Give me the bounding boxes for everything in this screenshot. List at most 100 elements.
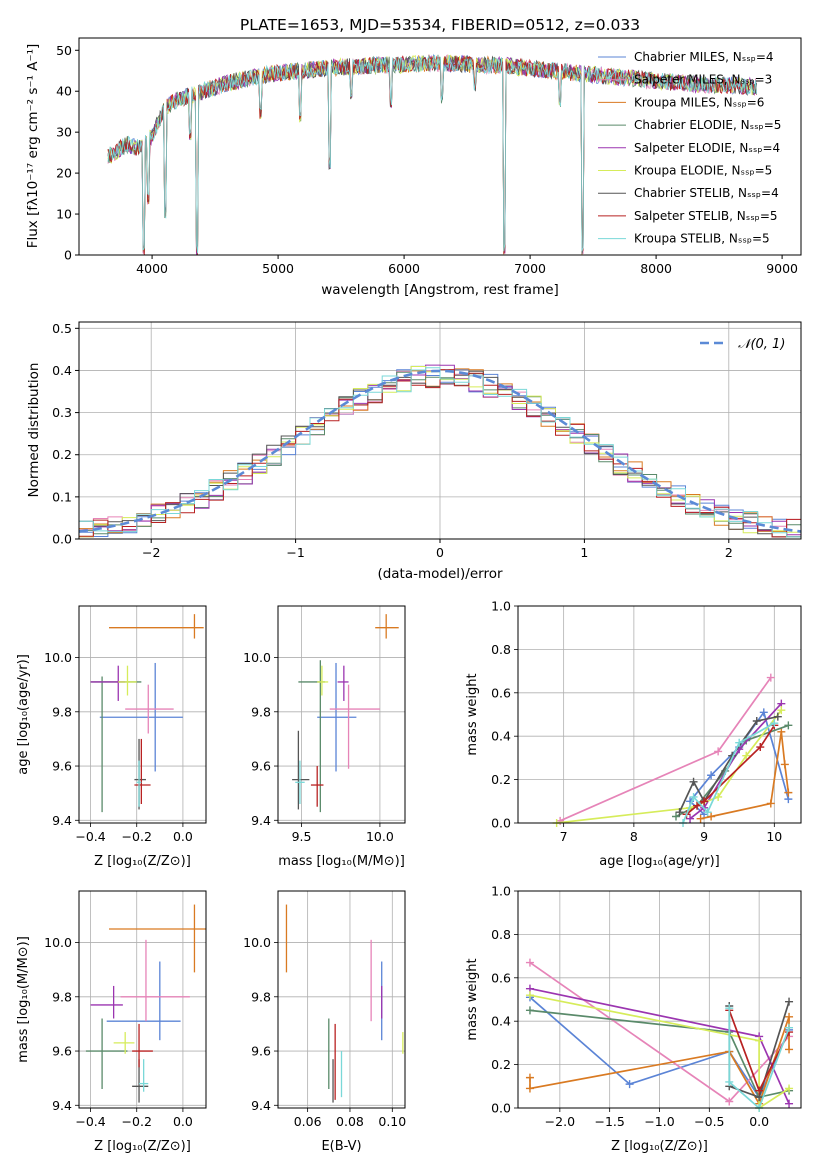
weight-point — [777, 727, 786, 736]
y-tick-label: 0.5 — [52, 321, 72, 336]
y-tick-label: 0.6 — [491, 970, 511, 985]
legend-label: Kroupa ELODIE, Nₛₛₚ=5 — [634, 164, 772, 178]
y-axis-label: age [log₁₀(age/yr)] — [16, 654, 31, 775]
weight-line — [556, 709, 782, 824]
gaussian-reference-curve — [78, 369, 802, 533]
x-tick-label: 0.06 — [294, 1114, 322, 1129]
mass-weight-vs-age-panel: 7 8 9 10 0.0 0.2 0.4 0.6 0.8 1.0 age [log₁₀(age/yr… — [465, 599, 802, 869]
ticks-group: 9.5 10.0 9.4 9.6 9.8 10.0 — [243, 650, 394, 844]
spectrum-y-label: Flux [fλ10⁻¹⁷ erg cm⁻² s⁻¹ A⁻¹] — [25, 44, 41, 249]
x-tick-label: 0 — [436, 545, 444, 560]
x-tick-label: −1.0 — [644, 1114, 674, 1129]
x-tick-label: −2 — [142, 545, 160, 560]
chart-title: PLATE=1653, MJD=53534, FIBERID=0512, z=0… — [240, 16, 640, 34]
spectrum-axes-frame — [78, 37, 802, 256]
y-tick-label: 0.0 — [491, 816, 511, 831]
weight-point — [525, 958, 534, 967]
x-axis-label: Z [log₁₀(Z/Z⊙)] — [94, 854, 191, 869]
weight-point — [755, 1086, 764, 1095]
axes-frame — [517, 890, 802, 1109]
y-tick-label: 9.4 — [251, 1098, 271, 1113]
x-tick-label: 10 — [766, 829, 782, 844]
y-tick-label: 10.0 — [243, 650, 271, 665]
y-tick-label: 9.4 — [52, 813, 72, 828]
y-tick-label: 10.0 — [243, 935, 271, 950]
spectrum-panel: PLATE=1653, MJD=53534, FIBERID=0512, z=0… — [25, 16, 802, 298]
weight-point — [752, 717, 761, 726]
y-tick-label: 0.8 — [491, 642, 511, 657]
weight-point — [766, 799, 775, 808]
ticks-group: −0.4 −0.2 0.0 9.4 9.6 9.8 10.0 — [44, 650, 193, 844]
x-tick-label: 7 — [560, 829, 568, 844]
mass-vs-Z-panel: −0.4 −0.2 0.0 9.4 9.6 9.8 10.0 Z [log₁₀(Z/Z⊙)] m… — [16, 890, 207, 1154]
marks-group — [285, 904, 404, 1103]
y-tick-label: 10 — [56, 207, 72, 222]
x-tick-label: 5000 — [262, 261, 294, 276]
weight-point — [755, 1036, 764, 1045]
y-tick-label: 9.4 — [52, 1098, 72, 1113]
y-tick-label: 9.8 — [251, 704, 271, 719]
residuals-y-label: Normed distribution — [26, 363, 42, 498]
weight-point — [725, 1097, 734, 1106]
x-tick-label: 9000 — [766, 261, 798, 276]
x-tick-label: 0.10 — [378, 1114, 406, 1129]
x-tick-label: −0.4 — [75, 1114, 105, 1129]
y-tick-label: 9.6 — [52, 759, 72, 774]
y-axis-label: mass weight — [465, 673, 480, 755]
ticks-group: 0.06 0.08 0.10 9.4 9.6 9.8 10.0 — [243, 935, 406, 1129]
weight-line — [678, 715, 778, 813]
x-tick-label: −0.5 — [694, 1114, 724, 1129]
legend-label: Salpeter STELIB, Nₛₛₚ=5 — [634, 209, 778, 223]
x-tick-label: −0.2 — [122, 1114, 152, 1129]
spectrum-x-label: wavelength [Angstrom, rest frame] — [321, 282, 559, 298]
legend-label: Kroupa STELIB, Nₛₛₚ=5 — [634, 232, 770, 246]
weight-point — [525, 1084, 534, 1093]
weight-point — [707, 812, 716, 821]
axes-frame — [277, 605, 406, 824]
legend-label: Chabrier MILES, Nₛₛₚ=4 — [634, 50, 774, 64]
x-axis-label: E(B-V) — [321, 1139, 361, 1154]
y-tick-label: 0.4 — [491, 729, 511, 744]
weight-point — [773, 712, 782, 721]
histogram-series — [79, 364, 801, 538]
marks-group — [552, 673, 793, 827]
y-tick-label: 0.2 — [491, 772, 511, 787]
weight-point — [785, 997, 794, 1006]
weight-point — [525, 1073, 534, 1082]
weight-point — [625, 1080, 634, 1089]
x-axis-label: mass [log₁₀(M/M⊙)] — [278, 854, 405, 869]
weight-point — [686, 814, 695, 823]
x-tick-label: 0.08 — [336, 1114, 364, 1129]
y-tick-label: 50 — [56, 43, 72, 58]
weight-point — [700, 797, 709, 806]
spectrum-line — [107, 55, 585, 256]
age-vs-mass-panel: 9.5 10.0 9.4 9.6 9.8 10.0 mass [log₁₀(M/M⊙)] — [243, 605, 406, 869]
legend-label: Chabrier STELIB, Nₛₛₚ=4 — [634, 186, 779, 200]
x-tick-label: 8 — [630, 829, 638, 844]
residuals-panel: −2 −1 0 1 2 0.0 0.1 0.2 0.3 0.4 0.5 (data-model)/e… — [26, 321, 802, 582]
y-tick-label: 40 — [56, 84, 72, 99]
x-tick-label: 0.0 — [749, 1114, 769, 1129]
weight-line — [685, 724, 776, 815]
weight-point — [784, 721, 793, 730]
x-tick-label: 6000 — [388, 261, 420, 276]
y-tick-label: 0.4 — [52, 363, 72, 378]
weight-point — [525, 991, 534, 1000]
weight-point — [693, 801, 702, 810]
spectrum-legend: Chabrier MILES, Nₛₛₚ=4 Salpeter MILES, Nₛ… — [598, 50, 781, 246]
x-tick-label: 0.0 — [173, 829, 193, 844]
y-tick-label: 0.4 — [491, 1014, 511, 1029]
grid-group — [79, 606, 206, 823]
weight-point — [785, 1084, 794, 1093]
x-tick-label: 9 — [700, 829, 708, 844]
axes-frame — [78, 890, 207, 1109]
legend-label: Chabrier ELODIE, Nₛₛₚ=5 — [634, 118, 781, 132]
grid-group — [79, 891, 206, 1108]
x-tick-label: 8000 — [640, 261, 672, 276]
ticks-group: −2.0 −1.5 −1.0 −0.5 0.0 0.0 0.2 0.4 0.6 0.8 1.0 — [491, 884, 769, 1130]
weight-point — [780, 760, 789, 769]
marks-group — [90, 614, 204, 813]
y-axis-label: mass [log₁₀(M/M⊙)] — [16, 936, 31, 1063]
y-tick-label: 9.6 — [251, 759, 271, 774]
age-vs-Z-panel: −0.4 −0.2 0.0 9.4 9.6 9.8 10.0 Z [log₁₀(Z/Z⊙)] a… — [16, 605, 207, 869]
